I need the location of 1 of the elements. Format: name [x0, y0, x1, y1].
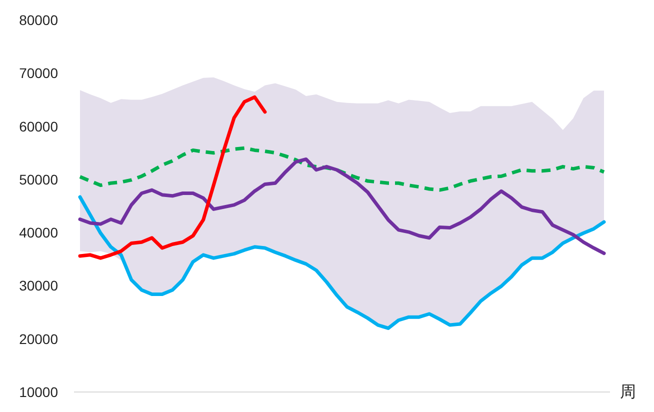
xlabel: 周	[620, 384, 636, 401]
